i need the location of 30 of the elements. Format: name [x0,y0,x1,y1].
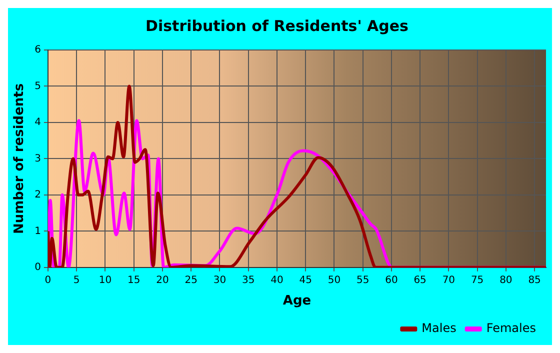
x-tick-label: 15 [127,274,140,286]
x-tick-label: 70 [442,274,456,286]
x-tick-label: 45 [299,274,312,286]
x-axis-title: Age [282,294,312,309]
y-tick-label: 2 [34,190,41,201]
x-tick-label: 85 [528,274,541,286]
y-tick-label: 6 [34,44,41,56]
x-tick-label: 75 [470,274,484,286]
chart-title: Distribution of Residents' Ages [146,16,409,35]
x-tick-label: 10 [98,274,112,286]
x-tick-label: 35 [242,274,255,286]
legend-label: Males [422,321,456,336]
x-tick-label: 5 [73,274,80,286]
y-tick-label: 0 [34,262,41,273]
x-tick-label: 25 [184,274,198,286]
legend-label: Females [486,321,536,336]
x-tick-label: 20 [156,274,169,286]
x-tick-label: 30 [213,274,226,286]
x-tick-label: 80 [500,274,512,286]
y-axis-title: Number of residents [12,83,28,234]
y-tick-label: 4 [34,117,41,128]
x-tick-label: 40 [270,274,284,286]
x-tick-label: 0 [44,274,52,286]
y-tick-label: 3 [34,153,41,164]
y-tick-label: 5 [34,80,41,92]
x-tick-label: 60 [385,274,398,286]
x-tick-label: 55 [356,274,370,286]
x-tick-label: 65 [414,274,426,286]
y-tick-label: 1 [34,226,41,237]
x-tick-label: 50 [328,274,341,286]
